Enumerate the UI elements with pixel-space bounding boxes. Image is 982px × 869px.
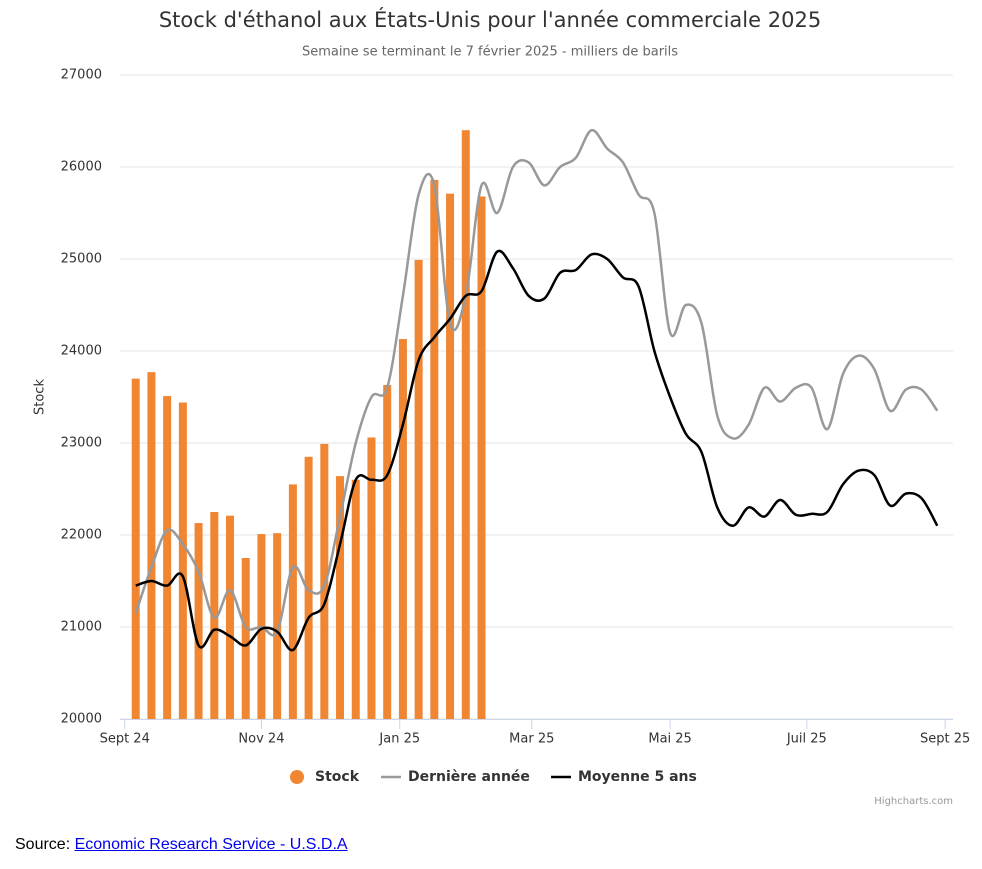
legend-marker bbox=[290, 770, 304, 784]
bar bbox=[273, 533, 282, 719]
line bbox=[135, 249, 939, 652]
bar bbox=[336, 476, 345, 719]
source: Source: Economic Research Service - U.S.… bbox=[15, 836, 348, 854]
bar bbox=[288, 484, 297, 719]
y-tick-label: 22000 bbox=[61, 528, 102, 543]
source-link[interactable]: Economic Research Service - U.S.D.A bbox=[74, 836, 348, 853]
y-tick-label: 21000 bbox=[61, 620, 102, 635]
bar bbox=[226, 515, 235, 719]
bar bbox=[351, 479, 360, 719]
legend-label: Moyenne 5 ans bbox=[578, 769, 697, 785]
source-prefix: Source: bbox=[15, 836, 71, 853]
bar bbox=[367, 437, 376, 719]
y-tick-label: 27000 bbox=[61, 68, 102, 83]
bar bbox=[320, 443, 329, 719]
bar bbox=[398, 339, 407, 719]
x-tick-label: Sept 25 bbox=[920, 732, 970, 747]
chart-title: Stock d'éthanol aux États-Unis pour l'an… bbox=[159, 7, 821, 32]
y-tick-label: 26000 bbox=[61, 160, 102, 175]
bar bbox=[210, 512, 219, 719]
chart-subtitle: Semaine se terminant le 7 février 2025 -… bbox=[302, 45, 678, 60]
y-tick-label: 23000 bbox=[61, 436, 102, 451]
legend-label: Stock bbox=[315, 769, 360, 785]
y-tick-label: 25000 bbox=[61, 252, 102, 267]
x-tick-label: Mar 25 bbox=[509, 732, 554, 747]
bar bbox=[383, 385, 392, 719]
legend-label: Dernière année bbox=[408, 769, 530, 785]
bar bbox=[178, 402, 187, 719]
bar bbox=[446, 193, 455, 719]
bar bbox=[163, 396, 172, 719]
x-tick-label: Jan 25 bbox=[378, 732, 420, 747]
bar bbox=[477, 196, 486, 719]
line bbox=[134, 128, 939, 637]
x-tick-label: Sept 24 bbox=[100, 732, 150, 747]
y-tick-label: 24000 bbox=[61, 344, 102, 359]
bar bbox=[430, 179, 439, 719]
bar bbox=[304, 456, 313, 719]
x-tick-label: Juil 25 bbox=[786, 732, 827, 747]
chart: Stock d'éthanol aux États-Unis pour l'an… bbox=[33, 7, 971, 807]
y-tick-label: 20000 bbox=[61, 712, 102, 727]
bar bbox=[131, 378, 140, 719]
y-axis-label: Stock bbox=[33, 379, 48, 415]
bar bbox=[194, 523, 203, 719]
credit: Highcharts.com bbox=[874, 796, 953, 807]
x-tick-label: Nov 24 bbox=[238, 732, 284, 747]
bar bbox=[414, 259, 423, 719]
bar bbox=[241, 558, 250, 719]
x-tick-label: Mai 25 bbox=[648, 732, 691, 747]
bar bbox=[461, 130, 470, 719]
bar bbox=[147, 372, 156, 719]
